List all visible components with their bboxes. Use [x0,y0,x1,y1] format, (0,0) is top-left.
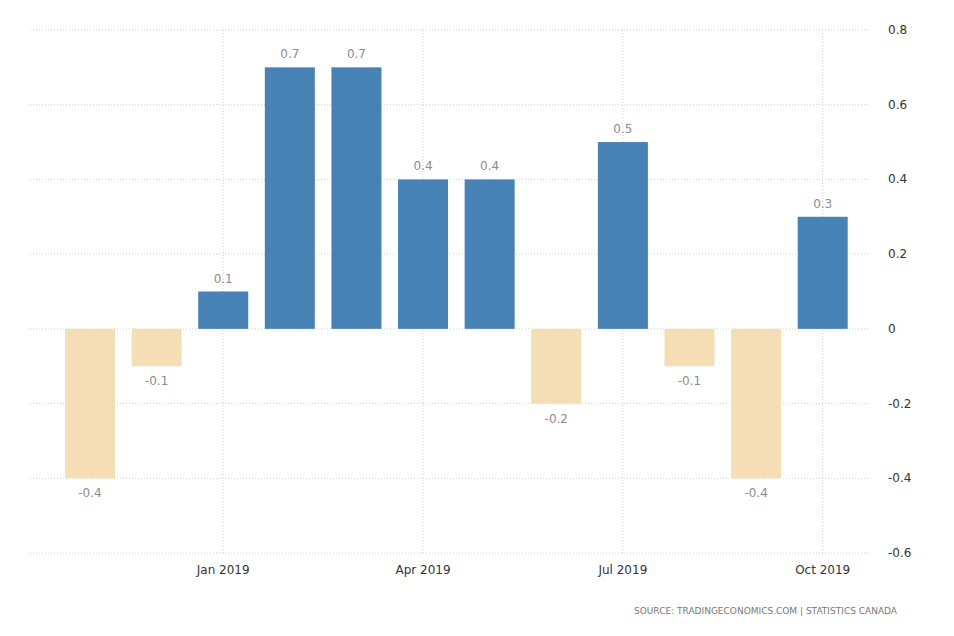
data-label: -0.2 [545,412,568,426]
x-tick-label: Jan 2019 [196,563,250,577]
y-tick-label: 0.6 [888,98,907,112]
data-label: 0.1 [214,272,233,286]
data-label: -0.1 [678,374,701,388]
bar [265,67,315,329]
y-tick-label: 0 [888,322,896,336]
bars [65,67,848,478]
bar [598,142,648,329]
x-axis: Jan 2019 Apr 2019 Jul 2019 Oct 2019 [196,563,850,577]
bar [198,292,248,329]
y-grid-line [30,254,870,255]
x-tick-label: Apr 2019 [395,563,450,577]
data-label: 0.5 [613,122,632,136]
x-tick-label: Oct 2019 [795,563,850,577]
bar [465,179,515,328]
y-tick-label: 0.4 [888,172,907,186]
y-tick-label: 0.2 [888,247,907,261]
y-grid-line [30,104,870,105]
y-grid-line [30,30,870,31]
bar [398,179,448,328]
y-tick-label: -0.4 [888,471,911,485]
bar [331,67,381,329]
y-grid-line [30,553,870,554]
bar [65,329,115,478]
y-tick-label: 0.8 [888,23,907,37]
data-label: -0.1 [145,374,168,388]
source: SOURCE: TRADINGECONOMICS.COM | STATISTIC… [634,606,898,616]
bar [798,217,848,329]
chart-container: -0.4 -0.1 0.1 0.7 0.7 0.4 0.4 -0.2 0.5 -0.1 -0.4 0.… [0,0,954,636]
y-tick-label: -0.6 [888,546,911,560]
chart-svg: -0.4 -0.1 0.1 0.7 0.7 0.4 0.4 -0.2 0.5 -0.1 -0.4 0.… [0,0,954,636]
x-tick-label: Jul 2019 [597,563,647,577]
y-grid-line [30,179,870,180]
data-label: 0.4 [480,159,499,173]
data-label: 0.7 [280,47,299,61]
data-label: 0.3 [813,197,832,211]
bar [132,329,182,366]
bar [531,329,581,404]
bar [664,329,714,366]
y-axis: -0.6 -0.4 -0.2 0 0.2 0.4 0.6 0.8 [888,23,911,560]
y-tick-label: -0.2 [888,397,911,411]
data-label: -0.4 [78,486,101,500]
data-label: 0.7 [347,47,366,61]
bar [731,329,781,478]
data-labels: -0.4 -0.1 0.1 0.7 0.7 0.4 0.4 -0.2 0.5 -0.1 -0.4 0.… [78,47,832,500]
grid [30,30,870,553]
data-label: 0.4 [413,159,432,173]
data-label: -0.4 [744,486,767,500]
